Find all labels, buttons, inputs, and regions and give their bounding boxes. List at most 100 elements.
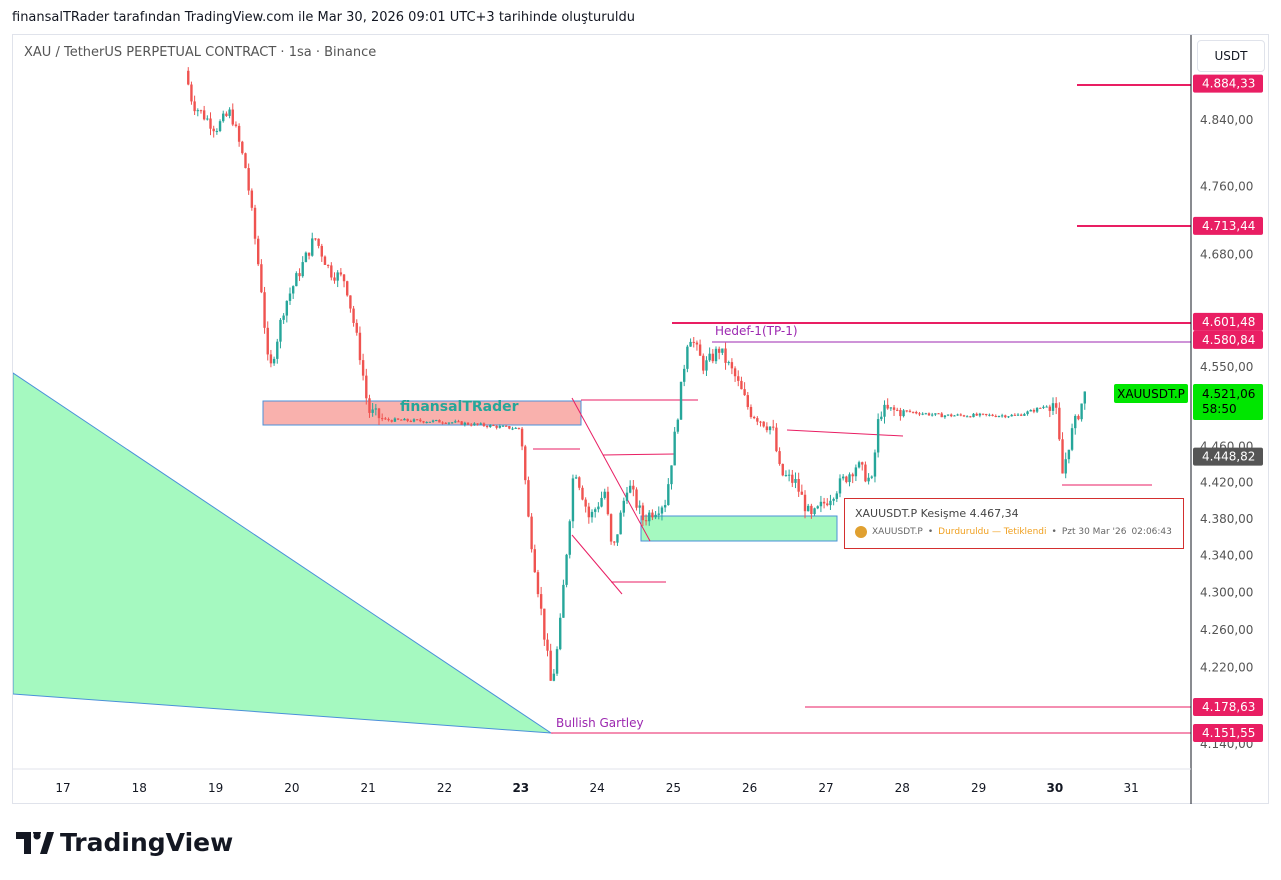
x-tick-label: 22 (437, 781, 452, 795)
candle-body (457, 421, 460, 423)
candle-body (396, 418, 400, 420)
alert-card[interactable]: XAUUSDT.P Kesişme 4.467,34 XAUUSDT.P • Du… (844, 498, 1184, 549)
candle-body (934, 413, 937, 415)
candle-body (282, 315, 285, 320)
candle-body (562, 584, 565, 618)
candle-body (438, 419, 441, 423)
x-tick-label: 25 (666, 781, 681, 795)
alert-symbol: XAUUSDT.P (872, 527, 923, 537)
candle-body (1010, 414, 1013, 417)
candle-body (555, 649, 559, 674)
candle-body (460, 421, 463, 425)
candle-body (584, 499, 587, 507)
y-tick-label: 4.220,00 (1200, 661, 1253, 675)
candle-body (619, 512, 622, 535)
price-label: 4.178,63 (1202, 700, 1255, 714)
price-label: 4.151,55 (1202, 726, 1255, 740)
candle-body (632, 485, 635, 490)
candle-body (1016, 414, 1020, 416)
candle-body (708, 353, 711, 361)
chart-frame (12, 34, 1269, 804)
candle-body (740, 380, 743, 390)
candle-body (1032, 410, 1036, 412)
candle-body (428, 421, 432, 423)
price-label-bg (1193, 216, 1263, 235)
candle-body (215, 130, 219, 132)
candle-body (810, 505, 813, 515)
candle-body (199, 110, 203, 112)
candle-body (342, 274, 346, 282)
candle-body (419, 419, 422, 422)
candle-body (1026, 411, 1029, 415)
candle-body (943, 415, 947, 418)
candle-body (403, 418, 406, 421)
candle-body (435, 419, 438, 421)
x-tick-label: 19 (208, 781, 223, 795)
candle-body (473, 423, 476, 426)
candle-body (962, 415, 966, 417)
symbol-title[interactable]: XAU / TetherUS PERPETUAL CONTRACT · 1sa … (24, 45, 377, 60)
candle-body (969, 416, 972, 418)
tradingview-logo[interactable]: TradingView (16, 828, 233, 857)
candle-body (244, 153, 247, 169)
price-label: 4.884,33 (1202, 77, 1255, 91)
candle-body (339, 272, 343, 275)
candle-body (835, 493, 839, 499)
candle-body (838, 478, 842, 494)
candle-body (613, 541, 616, 543)
candle-body (851, 474, 854, 477)
candle-body (559, 617, 562, 650)
candle-body (861, 462, 864, 465)
candle-body (676, 419, 680, 432)
candle-body (447, 422, 451, 424)
candle-body (791, 474, 794, 483)
candle-body (1000, 415, 1004, 417)
candle-body (257, 238, 260, 265)
candle-body (848, 474, 851, 483)
candle-body (867, 477, 870, 482)
tv-logo-icon (16, 831, 54, 854)
candle-body (504, 425, 508, 427)
candle-body (202, 110, 206, 120)
candle-body (485, 425, 489, 427)
x-tick-label: 24 (589, 781, 604, 795)
candle-body (883, 404, 886, 417)
candle-body (349, 295, 352, 309)
candle-body (371, 409, 374, 413)
candle-body (1051, 403, 1055, 411)
candle-body (1070, 428, 1074, 450)
candle-body (714, 348, 718, 362)
candle-body (953, 415, 956, 417)
candle-body (1077, 415, 1080, 420)
candle-body (616, 534, 619, 543)
candle-body (972, 413, 975, 418)
candle-body (514, 427, 517, 429)
candle-body (606, 491, 610, 515)
candle-body (380, 418, 384, 420)
last-symbol-label: XAUUSDT.P (1117, 387, 1185, 401)
candle-body (1067, 449, 1071, 460)
x-tick-label: 28 (895, 781, 910, 795)
candle-body (279, 319, 282, 342)
candle-body (543, 608, 546, 640)
candle-body (737, 376, 740, 381)
price-label: 4.448,82 (1202, 450, 1255, 464)
candle-body (546, 639, 549, 651)
candle-body (425, 422, 428, 424)
candle-body (266, 327, 269, 355)
candles-group (187, 67, 1086, 682)
candle-body (670, 465, 673, 485)
candle-body (950, 414, 953, 417)
candle-body (762, 421, 765, 427)
candle-body (346, 281, 349, 296)
countdown-label: 58:50 (1202, 402, 1237, 416)
candle-body (495, 425, 498, 428)
candle-body (336, 272, 339, 281)
candle-body (384, 418, 387, 420)
currency-button[interactable]: USDT (1197, 40, 1265, 72)
candle-body (1080, 403, 1083, 420)
candle-body (536, 572, 540, 595)
candle-body (978, 413, 982, 416)
candle-body (854, 467, 858, 477)
